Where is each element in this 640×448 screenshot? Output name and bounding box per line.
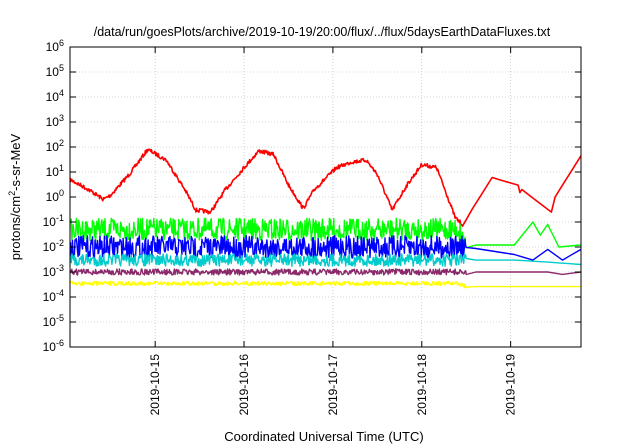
x-tick-label: 2019-10-17 (326, 354, 340, 416)
y-tick-label: 102 (46, 138, 64, 154)
y-tick-label: 101 (46, 163, 64, 179)
y-axis-label-suffix: -s-sr-MeV (8, 133, 23, 190)
x-tick-label: 2019-10-16 (237, 354, 251, 416)
y-axis-label: protons/cm2-s-sr-MeV (7, 133, 23, 260)
y-tick-label: 10-4 (43, 288, 64, 304)
y-axis-tick-labels: 10-6 10-5 10-4 10-3 10-2 10-1 100 101 102 103 104 1… (43, 38, 64, 354)
y-tick-label: 103 (46, 113, 64, 129)
y-tick-label: 104 (46, 88, 64, 104)
series-line (70, 268, 581, 276)
series-line (70, 280, 581, 289)
y-tick-label: 10-2 (43, 238, 64, 254)
y-axis-label-prefix: protons/cm (8, 196, 23, 260)
chart-title: /data/run/goesPlots/archive/2019-10-19/2… (94, 25, 551, 39)
series-line (70, 148, 581, 227)
series-line (70, 217, 581, 249)
x-tick-label: 2019-10-18 (415, 354, 429, 416)
plot-area (70, 148, 581, 289)
y-tick-label: 10-3 (43, 263, 64, 279)
axis-ticks (70, 46, 581, 348)
y-tick-label: 105 (46, 63, 64, 79)
series-line (70, 253, 581, 267)
y-tick-label: 10-6 (43, 338, 64, 354)
series-line (70, 235, 581, 261)
x-axis-tick-labels: 2019-10-15 2019-10-16 2019-10-17 2019-10-18… (148, 354, 517, 416)
y-tick-label: 100 (46, 188, 64, 204)
x-tick-label: 2019-10-19 (504, 354, 518, 416)
x-axis-label: Coordinated Universal Time (UTC) (224, 429, 423, 444)
x-tick-label: 2019-10-15 (148, 354, 162, 416)
y-tick-label: 10-5 (43, 313, 64, 329)
y-tick-label: 10-1 (43, 213, 64, 229)
y-tick-label: 106 (46, 38, 64, 54)
y-axis-label-sup: 2 (7, 191, 17, 196)
